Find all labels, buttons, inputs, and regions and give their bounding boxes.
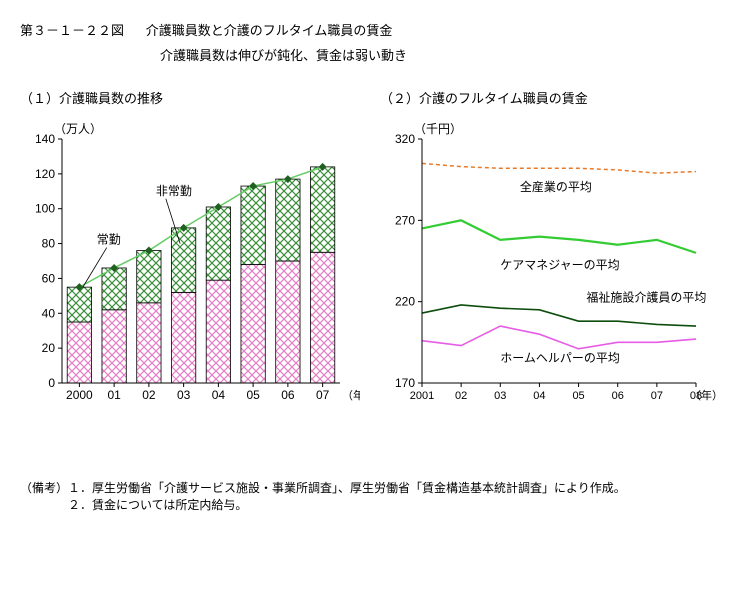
footnote-prefix: （備考） bbox=[20, 481, 68, 495]
line-label-care-manager: ケアマネジャーの平均 bbox=[500, 258, 619, 272]
bar-常勤 bbox=[241, 264, 265, 383]
svg-text:2000: 2000 bbox=[66, 388, 93, 402]
svg-text:05: 05 bbox=[572, 390, 584, 402]
svg-text:（年）: （年） bbox=[690, 388, 720, 402]
svg-text:06: 06 bbox=[281, 388, 295, 402]
bar-常勤 bbox=[171, 292, 195, 383]
bar-非常勤 bbox=[67, 287, 91, 322]
line-home-helper bbox=[422, 326, 696, 349]
svg-text:220: 220 bbox=[395, 295, 415, 309]
bar-非常勤 bbox=[102, 268, 126, 310]
svg-text:2001: 2001 bbox=[410, 390, 434, 402]
bar-常勤 bbox=[67, 322, 91, 383]
svg-text:40: 40 bbox=[42, 306, 56, 320]
svg-text:（千円）: （千円） bbox=[414, 122, 462, 136]
svg-text:320: 320 bbox=[395, 132, 415, 146]
figure-title: 介護職員数と介護のフルタイム職員の賃金 bbox=[146, 23, 393, 38]
figure-number: 第３－１－２２図 bbox=[20, 23, 124, 38]
footnote-2: ２．賃金については所定内給与。 bbox=[68, 498, 247, 512]
svg-text:120: 120 bbox=[35, 167, 55, 181]
bar-常勤 bbox=[310, 252, 334, 383]
right-chart-svg: 170220270320（千円）200102030405060708（年）全産業… bbox=[380, 119, 720, 419]
right-chart-col: （２）介護のフルタイム職員の賃金 170 220 270 320（千円） 2001 02 0… bbox=[380, 88, 720, 419]
footnote-1: １．厚生労働省「介護サービス施設・事業所調査」、厚生労働省「賃金構造基本統計調査… bbox=[68, 481, 626, 495]
svg-text:（年）: （年） bbox=[342, 388, 360, 402]
svg-text:03: 03 bbox=[494, 390, 506, 402]
charts-container: （１）介護職員数の推移 020406080100120140（万人）200001… bbox=[20, 88, 711, 419]
bar-非常勤 bbox=[137, 251, 161, 303]
svg-text:80: 80 bbox=[42, 237, 56, 251]
bar-非常勤 bbox=[206, 207, 230, 280]
svg-text:60: 60 bbox=[42, 271, 56, 285]
figure-header: 第３－１－２２図 介護職員数と介護のフルタイム職員の賃金 bbox=[20, 20, 711, 39]
svg-text:140: 140 bbox=[35, 132, 55, 146]
bar-常勤 bbox=[206, 280, 230, 383]
bar-非常勤 bbox=[276, 179, 300, 261]
figure-subtitle: 介護職員数は伸びが鈍化、賃金は弱い動き bbox=[160, 45, 711, 64]
svg-text:02: 02 bbox=[142, 388, 156, 402]
bar-常勤 bbox=[276, 261, 300, 383]
svg-text:（万人）: （万人） bbox=[54, 122, 102, 136]
bar-常勤 bbox=[102, 310, 126, 383]
svg-text:07: 07 bbox=[651, 390, 663, 402]
right-chart-title: （２）介護のフルタイム職員の賃金 bbox=[380, 88, 720, 107]
line-label-all-industries: 全産業の平均 bbox=[520, 179, 592, 194]
svg-text:04: 04 bbox=[533, 390, 545, 402]
left-chart-title: （１）介護職員数の推移 bbox=[20, 88, 360, 107]
svg-text:03: 03 bbox=[177, 388, 191, 402]
svg-text:06: 06 bbox=[612, 390, 624, 402]
line-label-welfare-caregiver: 福祉施設介護員の平均 bbox=[586, 290, 706, 305]
bar-非常勤 bbox=[310, 167, 334, 252]
footnotes: （備考）１．厚生労働省「介護サービス施設・事業所調査」、厚生労働省「賃金構造基本… bbox=[20, 479, 711, 513]
svg-text:01: 01 bbox=[107, 388, 121, 402]
svg-text:170: 170 bbox=[395, 376, 415, 390]
svg-text:20: 20 bbox=[42, 341, 56, 355]
bar-常勤 bbox=[137, 303, 161, 383]
series-label: 非常勤 bbox=[156, 184, 192, 198]
line-all-industries bbox=[422, 163, 696, 173]
line-label-home-helper: ホームヘルパーの平均 bbox=[500, 351, 620, 365]
series-label: 常勤 bbox=[97, 233, 121, 247]
bar-非常勤 bbox=[171, 228, 195, 292]
svg-text:07: 07 bbox=[316, 388, 330, 402]
svg-text:0: 0 bbox=[48, 376, 55, 390]
bar-非常勤 bbox=[241, 186, 265, 264]
left-chart-col: （１）介護職員数の推移 020406080100120140（万人）200001… bbox=[20, 88, 360, 419]
line-welfare-caregiver bbox=[422, 305, 696, 326]
left-chart-svg: 0 20 40 60 80 100 120 140（万人） 2000 01 02 03 04 05 06 07… bbox=[20, 119, 360, 419]
svg-text:04: 04 bbox=[212, 388, 226, 402]
svg-text:270: 270 bbox=[395, 213, 415, 227]
svg-text:05: 05 bbox=[246, 388, 260, 402]
line-care-manager bbox=[422, 220, 696, 253]
svg-text:100: 100 bbox=[35, 202, 55, 216]
svg-text:02: 02 bbox=[455, 390, 467, 402]
